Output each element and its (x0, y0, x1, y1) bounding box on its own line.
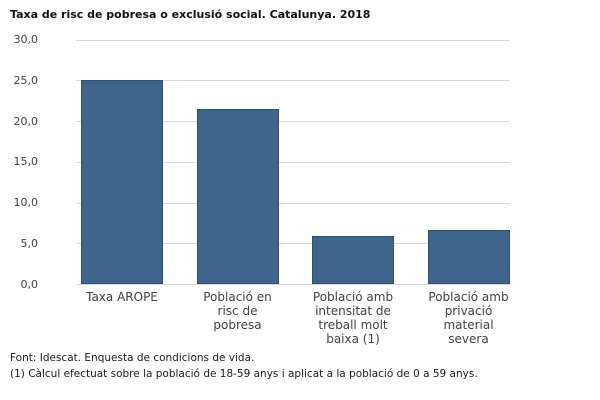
x-axis-label-line: material (443, 318, 494, 332)
plot-area: 30,0 25,0 20,0 15,0 10,0 5,0 0,0 Taxa AROPE Pobl… (13, 33, 529, 346)
y-gridline (76, 202, 510, 204)
y-gridline (76, 121, 510, 122)
x-axis-label-line: pobresa (213, 318, 262, 332)
x-axis-label: Població amb privació material severa (409, 290, 529, 346)
bar-2 (196, 108, 279, 284)
y-axis-tick-label: 25,0 (13, 73, 39, 87)
x-axis-label-line: risc de (217, 304, 258, 318)
y-axis-tick-label: 10,0 (13, 196, 39, 209)
bar-1 (81, 80, 163, 284)
y-gridline (76, 161, 510, 163)
y-axis-tick-label: 0,0 (20, 277, 39, 291)
y-gridline (76, 39, 510, 41)
y-axis-tick-label: 20,0 (13, 114, 39, 128)
x-axis-label-line: Taxa AROPE (86, 290, 158, 304)
x-axis-label: Població amb intensitat de treball molt bai… (293, 290, 413, 346)
y-axis-tick-label: 30,0 (13, 33, 39, 46)
method-note: (1) Càlcul efectuat sobre la població de… (10, 368, 478, 380)
x-axis-label: Població en risc de pobresa (178, 290, 298, 332)
x-axis-label-line: treball molt (318, 318, 388, 332)
bar-4 (427, 230, 510, 284)
x-axis-label-line: baixa (1) (326, 332, 380, 346)
x-axis-label-line: severa (448, 332, 489, 346)
y-axis-tick-label: 15,0 (13, 155, 39, 169)
source-note: Font: Idescat. Enquesta de condicions de… (10, 352, 255, 364)
footer: Font: Idescat. Enquesta de condicions de… (10, 350, 478, 382)
x-axis-label-line: Població en (203, 290, 272, 304)
y-gridline (76, 284, 510, 285)
y-gridline (76, 80, 510, 82)
x-axis-label: Taxa AROPE (62, 290, 182, 304)
x-axis-label-line: intensitat de (315, 304, 391, 318)
x-axis-label-line: Població amb (428, 290, 509, 304)
y-axis-tick-label: 5,0 (20, 236, 39, 250)
bar-3 (312, 235, 394, 284)
y-gridline (76, 243, 510, 245)
x-axis-label-line: Població amb (312, 290, 394, 304)
x-axis-label-line: privació (444, 304, 493, 318)
chart-title: Taxa de risc de pobresa o exclusió socia… (10, 8, 371, 21)
